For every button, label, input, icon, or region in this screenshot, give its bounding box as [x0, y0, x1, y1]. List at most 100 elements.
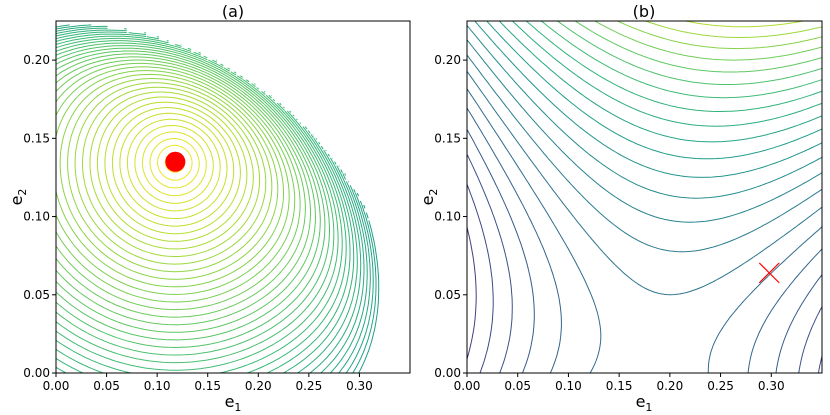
y-axis-label-a: e2 [7, 189, 29, 206]
contour-line [59, 73, 279, 280]
y-tick-label: 0.10 [23, 210, 50, 224]
contour-line [352, 192, 377, 373]
x-tick-label: 0.15 [194, 379, 221, 393]
contour-line [56, 59, 301, 311]
contour-line [56, 42, 330, 356]
contour-line [467, 184, 822, 373]
contour-line [345, 189, 374, 373]
x-tick-label: 0.20 [245, 379, 272, 393]
y-tick-label: 0.15 [23, 131, 50, 145]
contour-line [56, 31, 351, 373]
contour-line [526, 21, 822, 112]
contour-lines-b [467, 21, 822, 373]
contour-line [56, 50, 316, 333]
saddle-marker [758, 262, 780, 284]
saddle-cross-line [758, 262, 780, 284]
x-tick-label: 0.15 [606, 379, 633, 393]
contour-line [467, 88, 822, 373]
x-axis-label-b: e1 [636, 392, 653, 414]
contour-line [149, 138, 200, 189]
contour-line [56, 53, 311, 326]
contour-lines-a [56, 24, 380, 373]
plot-frame-b [466, 20, 823, 374]
optimum-marker [165, 151, 186, 172]
contour-line [56, 35, 343, 373]
x-axis-b: 0.00 0.05 0.10 0.15 0.20 0.25 0.30 [454, 373, 785, 393]
x-tick-label: 0.25 [707, 379, 734, 393]
contour-line [474, 21, 822, 178]
contour-line [56, 56, 306, 318]
contour-line [486, 21, 822, 160]
contour-line [467, 25, 822, 199]
y-tick-label: 0.05 [23, 288, 50, 302]
x-tick-label: 0.05 [93, 379, 120, 393]
plot-frame-a [55, 20, 411, 374]
contour-line [467, 39, 822, 223]
x-tick-label: 0.10 [144, 379, 171, 393]
x-tick-label: 0.25 [295, 379, 322, 393]
y-tick-label: 0.05 [434, 288, 461, 302]
contour-line [56, 47, 321, 341]
chart-title-a: (a) [222, 2, 244, 21]
contour-line [82, 86, 261, 257]
contour-line [56, 45, 326, 348]
contour-line [111, 107, 235, 227]
x-tick-label: 0.05 [504, 379, 531, 393]
x-tick-label: 0.00 [454, 379, 481, 393]
contour-line [56, 24, 365, 373]
chart-panel-a: (a) 0.00 0.05 0.10 0.15 0.20 0.25 0.30 0.000.0… [7, 2, 411, 414]
contour-line [467, 54, 822, 253]
x-axis-a: 0.00 0.05 0.10 0.15 0.20 0.25 0.30 [43, 373, 373, 393]
contour-line [56, 33, 347, 373]
contour-line [574, 21, 822, 73]
contour-line [512, 21, 822, 127]
contour-line [645, 21, 822, 38]
contour-line [56, 70, 284, 288]
contour-line [56, 24, 368, 373]
x-axis-label-a: e1 [225, 392, 242, 414]
contour-line [541, 21, 822, 99]
contour-line [56, 62, 296, 303]
contour-line [498, 21, 822, 143]
x-tick-label: 0.20 [656, 379, 683, 393]
x-tick-label: 0.00 [43, 379, 70, 393]
y-tick-label: 0.20 [434, 53, 461, 67]
contour-line [467, 107, 822, 373]
y-axis-label-b: e2 [418, 189, 440, 206]
contour-line [467, 227, 477, 360]
contour-line [56, 29, 355, 373]
x-tick-label: 0.30 [758, 379, 785, 393]
contour-line [56, 27, 358, 373]
x-tick-label: 0.10 [555, 379, 582, 393]
contour-line [467, 153, 822, 373]
y-tick-label: 0.00 [434, 366, 461, 380]
chart-panel-b: (b) 0.00 0.05 0.10 0.15 0.20 0.25 0.30 0.000.0… [418, 2, 823, 414]
x-tick-label: 0.30 [346, 379, 373, 393]
y-tick-label: 0.00 [23, 366, 50, 380]
contour-line [467, 70, 822, 296]
contour-line [594, 21, 822, 61]
contour-line [74, 82, 267, 265]
y-axis-a: 0.00 0.05 0.10 0.15 0.20 [23, 53, 56, 380]
contour-line [557, 21, 822, 85]
contour-line [56, 40, 335, 364]
contour-line [104, 101, 241, 235]
contour-line [467, 129, 822, 373]
contour-line [157, 144, 193, 181]
contour-line [89, 91, 254, 250]
contour-line [126, 118, 221, 212]
y-tick-label: 0.20 [23, 53, 50, 67]
y-tick-label: 0.15 [434, 131, 461, 145]
contour-line [358, 204, 380, 373]
chart-title-b: (b) [633, 2, 656, 21]
y-tick-label: 0.10 [434, 210, 461, 224]
contour-line [119, 112, 228, 219]
y-axis-b: 0.00 0.05 0.10 0.15 0.20 [434, 53, 467, 380]
contour-line [685, 21, 804, 28]
contour-line [56, 66, 290, 295]
contour-line [67, 78, 273, 273]
contour-line [617, 21, 822, 50]
contour-line [134, 125, 214, 204]
contour-line [96, 96, 248, 242]
